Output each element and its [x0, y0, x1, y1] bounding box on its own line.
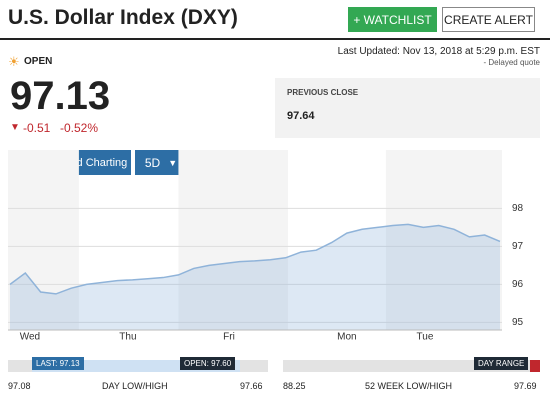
- price: 97.13: [10, 74, 111, 118]
- day-range-marker: DAY RANGE: [474, 357, 529, 370]
- line: [9, 223, 501, 295]
- delayed: - Delayed quote: [483, 58, 540, 67]
- day-low: 97.08: [8, 381, 31, 391]
- year-low: 88.25: [283, 381, 306, 391]
- change: -0.51: [23, 121, 51, 135]
- range-select[interactable]: 5D ▼: [135, 150, 187, 175]
- watchlist-button[interactable]: + WATCHLIST: [348, 7, 437, 32]
- year-high: 97.69: [514, 381, 537, 391]
- day-band: [178, 150, 288, 330]
- open-marker: OPEN: 97.60: [180, 357, 236, 370]
- year-range-fill: [530, 360, 540, 372]
- y-tick-label: 96: [512, 279, 524, 290]
- day-high: 97.66: [240, 381, 263, 391]
- change-pct: -0.52%: [60, 121, 99, 135]
- status: OPEN: [24, 56, 53, 67]
- range-label: 5D: [144, 155, 161, 170]
- prev-close: 97.64: [287, 110, 315, 122]
- x-tick-label: Fri: [223, 332, 235, 343]
- last-updated: Last Updated: Nov 13, 2018 at 5:29 p.m. …: [337, 46, 540, 57]
- year-range-label: 52 WEEK LOW/HIGH: [365, 381, 453, 391]
- day-range-label: DAY LOW/HIGH: [102, 381, 168, 391]
- area: [10, 224, 500, 330]
- down-icon: ▼: [10, 122, 20, 133]
- prev-close-box: [275, 78, 540, 138]
- x-tick-label: Mon: [337, 332, 356, 343]
- alert-button[interactable]: CREATE ALERT: [442, 7, 535, 32]
- x-tick-label: Tue: [417, 332, 434, 343]
- divider: [0, 38, 550, 40]
- title: U.S. Dollar Index (DXY): [8, 6, 238, 29]
- last-marker: LAST: 97.13: [32, 357, 84, 370]
- y-tick-label: 95: [512, 317, 524, 328]
- x-tick-label: Wed: [20, 332, 40, 343]
- day-band: [8, 150, 79, 330]
- y-tick-label: 98: [512, 203, 524, 214]
- prev-close-label: PREVIOUS CLOSE: [287, 88, 359, 97]
- sun-icon: ☀: [8, 54, 20, 69]
- dropdown-icon: ▼: [168, 157, 178, 168]
- y-tick-label: 97: [512, 241, 524, 252]
- x-tick-label: Thu: [119, 332, 136, 343]
- day-band: [385, 150, 502, 330]
